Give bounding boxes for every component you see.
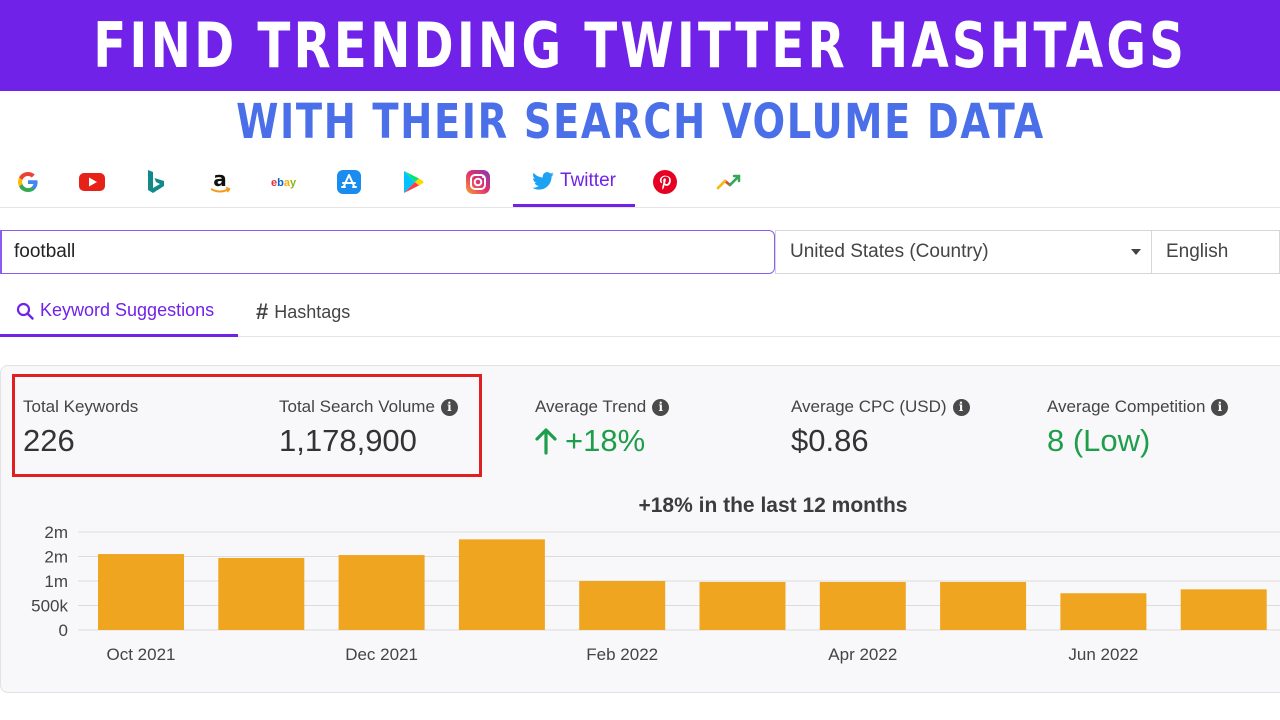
tab-bing[interactable] [136,158,176,206]
bar[interactable] [699,581,786,630]
bar[interactable] [940,581,1027,630]
info-icon[interactable]: i [652,398,670,416]
google-icon [18,172,38,192]
youtube-icon [79,173,105,191]
svg-text:ebay: ebay [271,177,297,189]
trends-icon [716,174,741,190]
bing-icon [148,170,164,193]
total-search-volume-value: 1,178,900 [279,423,417,458]
y-tick-label: 500k [31,597,68,616]
info-icon[interactable]: i [440,398,458,416]
language-value: English [1166,241,1229,262]
tab-keyword-suggestions[interactable]: Keyword Suggestions [0,287,238,337]
tab-play-store[interactable] [393,158,433,206]
bar[interactable] [458,539,545,630]
total-search-volume-label: Total Search Volume [279,397,435,416]
y-tick-label: 2m [44,523,68,542]
y-tick-label: 1m [44,572,68,591]
tab-app-store[interactable] [329,158,369,206]
amazon-icon: a [210,169,231,193]
average-competition-value: 8 (Low) [1047,423,1151,458]
tab-hashtags-label: Hashtags [274,301,351,322]
twitter-icon [532,172,554,190]
tab-twitter[interactable]: Twitter [513,158,635,207]
tab-youtube[interactable] [72,158,112,206]
search-form: United States (Country) English [0,230,1280,274]
tab-instagram[interactable] [458,158,498,206]
banner-subtitle: WITH THEIR SEARCH VOLUME DATA [235,94,1045,150]
average-trend-value: +18% [565,423,646,458]
metric-average-cpc: Average CPC (USD) i $0.86 [791,397,970,459]
x-tick-label: Apr 2022 [828,645,897,664]
average-cpc-value: $0.86 [791,423,869,458]
tab-ebay[interactable]: ebay [264,158,308,206]
country-value: United States (Country) [790,241,989,262]
bar[interactable] [1180,589,1267,630]
pinterest-icon [653,170,677,194]
total-keywords-value: 226 [23,423,75,458]
tab-keyword-suggestions-label: Keyword Suggestions [40,300,215,320]
result-tabs: Keyword Suggestions # Hashtags [0,287,1280,337]
tab-hashtags[interactable]: # Hashtags [256,287,350,337]
instagram-icon [466,170,490,194]
results-panel [0,365,1280,693]
tab-trends[interactable] [709,158,749,206]
app-store-icon [337,170,361,194]
search-volume-chart: 2m 2m 1m 500k 0 Oct 2021 Dec 2021 Feb 2022 Apr 2… [31,523,1280,664]
x-tick-label: Oct 2021 [107,645,176,664]
metric-total-search-volume: Total Search Volume i 1,178,900 [279,397,458,459]
x-tick-label: Jun 2022 [1068,645,1138,664]
average-cpc-label: Average CPC (USD) [791,397,947,416]
tab-google[interactable] [8,158,48,206]
arrow-up-icon [535,428,557,455]
subtitle-banner: WITH THEIR SEARCH VOLUME DATA [0,91,1280,153]
bar[interactable] [819,581,906,630]
twitter-tab-label: Twitter [560,170,616,191]
banner-title: FIND TRENDING TWITTER HASHTAGS [93,9,1187,82]
x-tick-label: Feb 2022 [586,645,658,664]
y-tick-label: 2m [44,548,68,567]
country-select[interactable]: United States (Country) [775,230,1152,274]
bar[interactable] [1060,593,1147,630]
info-icon[interactable]: i [952,398,970,416]
metric-total-keywords: Total Keywords 226 [23,397,138,459]
highlight-box [12,374,482,477]
ebay-icon: ebay [271,177,297,189]
metric-average-trend: Average Trend i +18% [535,397,670,459]
tab-pinterest[interactable] [645,158,685,206]
chart-title: +18% in the last 12 months [638,494,908,517]
total-keywords-label: Total Keywords [23,397,139,416]
title-banner: FIND TRENDING TWITTER HASHTAGS [0,0,1280,91]
svg-text:a: a [213,169,227,191]
metric-average-competition: Average Competition i 8 (Low) [1047,397,1229,459]
language-select[interactable]: English [1151,230,1280,274]
y-tick-label: 0 [59,621,68,640]
chevron-down-icon [1131,249,1141,255]
info-icon[interactable]: i [1211,398,1229,416]
search-engine-tabs: a ebay [0,158,1280,208]
keyword-input[interactable] [0,230,775,274]
bar[interactable] [98,554,184,630]
average-trend-label: Average Trend [535,397,647,416]
tab-amazon[interactable]: a [200,158,240,206]
bar[interactable] [579,581,666,630]
average-competition-label: Average Competition [1047,397,1206,416]
hashtag-icon: # [256,299,269,324]
bar[interactable] [338,555,425,630]
x-tick-label: Dec 2021 [345,645,418,664]
search-icon [16,302,34,320]
bar[interactable] [218,557,305,630]
play-store-icon [404,171,424,193]
